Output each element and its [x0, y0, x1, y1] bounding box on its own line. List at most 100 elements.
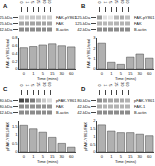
svg-text:30: 30	[42, 82, 47, 87]
svg-text:80-kDa: 80-kDa	[0, 104, 13, 109]
svg-text:15: 15	[114, 0, 119, 4]
svg-text:FAK: FAK	[56, 104, 64, 109]
svg-text:0: 0	[19, 1, 24, 4]
svg-text:1: 1	[103, 84, 108, 87]
svg-text:60: 60	[125, 82, 130, 87]
svg-text:60: 60	[47, 82, 52, 87]
svg-text:0.6: 0.6	[12, 43, 18, 48]
svg-text:60: 60	[147, 71, 152, 76]
svg-text:0: 0	[101, 154, 104, 159]
svg-text:B-actin: B-actin	[134, 110, 146, 115]
svg-text:5: 5	[30, 1, 35, 4]
svg-text:15: 15	[50, 154, 55, 159]
svg-text:80-kDa: 80-kDa	[0, 98, 13, 103]
svg-text:2: 2	[93, 46, 96, 51]
svg-text:3: 3	[93, 35, 96, 40]
svg-text:0: 0	[15, 149, 18, 154]
svg-text:42-kDa: 42-kDa	[0, 27, 13, 32]
svg-text:FAK-pY861/total: FAK-pY861/total	[5, 39, 10, 68]
svg-text:FAK-pY861/total: FAK-pY861/total	[86, 39, 91, 68]
svg-text:pFAK-Y861: pFAK-Y861	[134, 98, 155, 103]
svg-text:15: 15	[36, 0, 41, 4]
svg-text:C: C	[3, 86, 8, 92]
svg-text:0.5: 0.5	[12, 141, 18, 146]
svg-text:1.5: 1.5	[12, 124, 18, 129]
svg-text:1: 1	[15, 132, 18, 137]
svg-text:5: 5	[120, 154, 123, 159]
svg-text:5: 5	[120, 71, 123, 76]
svg-text:30: 30	[120, 82, 125, 87]
svg-text:80-kDa: 80-kDa	[77, 98, 91, 103]
svg-text:15: 15	[128, 71, 133, 76]
svg-text:125-kDa: 125-kDa	[0, 15, 13, 20]
svg-text:60: 60	[125, 0, 130, 4]
svg-text:Time (mins): Time (mins)	[115, 76, 137, 81]
svg-text:42-kDa: 42-kDa	[0, 110, 13, 115]
svg-text:0: 0	[101, 71, 104, 76]
svg-text:B-actin: B-actin	[134, 27, 146, 32]
svg-text:B: B	[81, 3, 86, 9]
svg-text:Time (mins): Time (mins)	[115, 159, 137, 164]
svg-text:0.8: 0.8	[12, 35, 18, 40]
svg-text:60: 60	[147, 154, 152, 159]
svg-text:0: 0	[93, 149, 96, 154]
svg-text:1: 1	[32, 154, 35, 159]
svg-text:15: 15	[114, 82, 119, 87]
svg-text:5: 5	[108, 84, 113, 87]
svg-text:pFAK-Y861/FAK: pFAK-Y861/FAK	[83, 122, 88, 151]
svg-text:125-kDa: 125-kDa	[75, 15, 91, 20]
svg-text:125-kDa: 125-kDa	[75, 21, 91, 26]
svg-text:1: 1	[93, 56, 96, 61]
svg-text:1.5: 1.5	[90, 126, 96, 131]
svg-text:42-kDa: 42-kDa	[77, 110, 91, 115]
svg-text:A: A	[3, 3, 8, 9]
svg-text:0.4: 0.4	[12, 51, 18, 56]
svg-text:0.2: 0.2	[12, 59, 18, 64]
svg-text:pFAK-Y861: pFAK-Y861	[56, 98, 77, 103]
svg-text:30: 30	[60, 71, 65, 76]
svg-text:0: 0	[97, 1, 102, 4]
svg-text:D: D	[81, 86, 86, 92]
svg-text:5: 5	[42, 71, 45, 76]
svg-text:FAK: FAK	[56, 21, 64, 26]
svg-text:0: 0	[93, 66, 96, 71]
svg-text:FAK-pY861: FAK-pY861	[134, 15, 155, 20]
svg-text:15: 15	[50, 71, 55, 76]
svg-text:1: 1	[25, 84, 30, 87]
svg-text:30: 30	[60, 154, 65, 159]
svg-text:42-kDa: 42-kDa	[77, 27, 91, 32]
svg-text:0: 0	[97, 84, 102, 87]
svg-text:FAK-pY861: FAK-pY861	[56, 15, 77, 20]
svg-text:2: 2	[93, 118, 96, 123]
svg-text:Time (mins): Time (mins)	[37, 76, 59, 81]
svg-text:30: 30	[120, 0, 125, 4]
svg-text:42-kDa: 42-kDa	[77, 104, 91, 109]
svg-text:1: 1	[93, 134, 96, 139]
svg-text:Time (mins): Time (mins)	[37, 159, 59, 164]
svg-text:30: 30	[42, 0, 47, 4]
svg-text:FAK-1: FAK-1	[134, 104, 146, 109]
svg-text:60: 60	[69, 71, 74, 76]
svg-text:30: 30	[138, 71, 143, 76]
svg-text:1: 1	[110, 71, 113, 76]
svg-text:pFAK-Y861/FAK: pFAK-Y861/FAK	[5, 122, 10, 151]
svg-text:5: 5	[42, 154, 45, 159]
svg-text:5: 5	[108, 1, 113, 4]
svg-text:0: 0	[23, 71, 26, 76]
svg-text:125-kDa: 125-kDa	[0, 21, 13, 26]
svg-text:15: 15	[36, 82, 41, 87]
svg-text:B-actin: B-actin	[56, 110, 68, 115]
svg-text:1: 1	[103, 1, 108, 4]
svg-text:0: 0	[15, 66, 18, 71]
svg-text:1: 1	[32, 71, 35, 76]
svg-text:60: 60	[69, 154, 74, 159]
svg-text:1: 1	[110, 154, 113, 159]
svg-text:B-actin: B-actin	[56, 27, 68, 32]
svg-text:1: 1	[25, 1, 30, 4]
svg-text:FAK: FAK	[134, 21, 142, 26]
svg-text:5: 5	[30, 84, 35, 87]
svg-text:0: 0	[23, 154, 26, 159]
svg-text:0.5: 0.5	[90, 142, 96, 147]
svg-text:30: 30	[138, 154, 143, 159]
svg-text:15: 15	[128, 154, 133, 159]
